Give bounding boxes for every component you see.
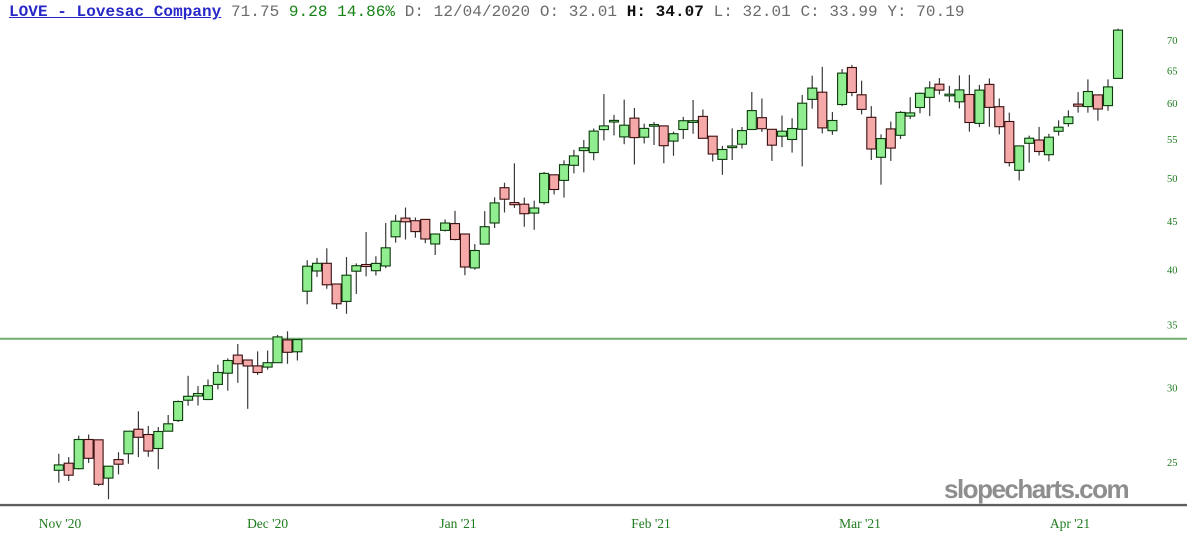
svg-text:70: 70 (1167, 36, 1178, 47)
svg-text:Nov '20: Nov '20 (39, 516, 82, 531)
svg-text:65: 65 (1167, 66, 1178, 77)
svg-text:Dec '20: Dec '20 (247, 516, 288, 531)
svg-text:Jan '21: Jan '21 (439, 516, 476, 531)
svg-text:50: 50 (1167, 174, 1178, 185)
svg-text:45: 45 (1167, 217, 1178, 228)
svg-text:Mar '21: Mar '21 (839, 516, 881, 531)
svg-text:Feb '21: Feb '21 (631, 516, 671, 531)
svg-text:55: 55 (1167, 135, 1178, 146)
svg-text:30: 30 (1167, 384, 1178, 395)
svg-text:40: 40 (1167, 266, 1178, 277)
svg-text:35: 35 (1167, 320, 1178, 331)
svg-text:25: 25 (1167, 458, 1178, 469)
svg-text:60: 60 (1167, 99, 1178, 110)
svg-text:Apr '21: Apr '21 (1050, 516, 1090, 531)
